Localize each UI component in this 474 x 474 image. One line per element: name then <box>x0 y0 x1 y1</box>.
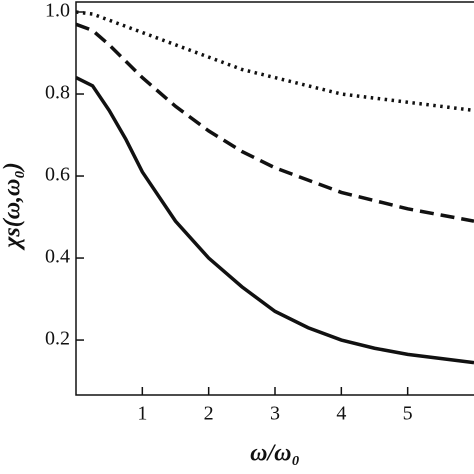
y-tick-label: 0.4 <box>45 246 70 268</box>
curve <box>75 76 474 365</box>
x-tick-label: 4 <box>336 403 346 425</box>
curve <box>75 22 474 223</box>
x-tick-label: 3 <box>270 403 280 425</box>
x-tick-label: 5 <box>403 403 413 425</box>
y-tick-label: 1.0 <box>45 0 70 22</box>
y-axis-label: χs(ω,ω₀) <box>0 162 26 251</box>
x-tick-label: 1 <box>137 403 147 425</box>
y-tick-label: 0.8 <box>45 82 70 104</box>
y-tick-label: 0.6 <box>45 164 70 186</box>
x-axis-label: ω/ω₀ <box>250 441 300 467</box>
y-tick-label: 0.2 <box>45 328 70 350</box>
x-tick-label: 2 <box>204 403 214 425</box>
plot-frame <box>75 1 474 396</box>
curve <box>75 10 474 113</box>
